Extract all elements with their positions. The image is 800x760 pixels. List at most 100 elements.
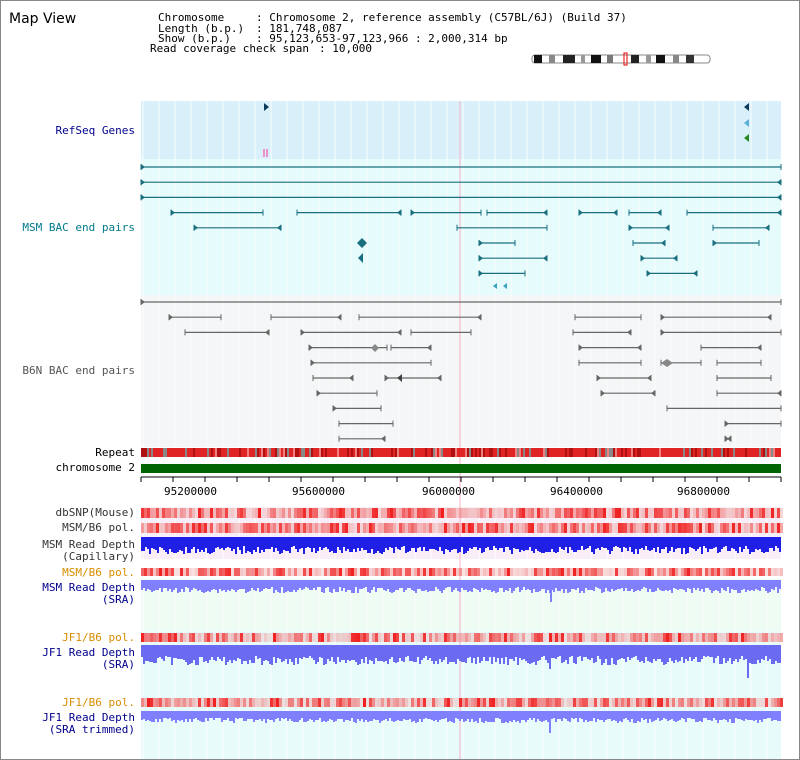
track-label-msm-bac[interactable]: MSM BAC end pairs — [22, 221, 135, 234]
jf1-pol-cell — [558, 633, 561, 642]
msm-depth-capillary-bar — [377, 537, 379, 551]
msm-pol2-cell — [231, 568, 234, 576]
msm-depth-capillary-bar — [511, 537, 513, 554]
msm-pol-cell — [216, 523, 219, 533]
msm-depth-capillary-bar — [231, 537, 233, 551]
b6n-bac-pair-end — [725, 420, 729, 427]
jf1-pol-cell — [669, 633, 672, 642]
msm-depth-capillary-bar — [507, 537, 509, 547]
msm-pol-cell — [330, 523, 333, 533]
msm-pol-cell — [444, 523, 447, 533]
jf1-pol2-cell — [549, 698, 552, 707]
msm-depth-sra-bar — [623, 580, 625, 591]
repeat-segment — [733, 448, 735, 457]
msm-depth-sra-bar — [343, 580, 345, 588]
jf1-pol2-cell — [378, 698, 381, 707]
b6n-bac-marker — [661, 359, 673, 367]
msm-depth-sra-bar — [471, 580, 473, 592]
b6n-bac-pair-end — [601, 390, 605, 397]
jf1-depth-sra-bar — [233, 645, 235, 660]
jf1-depth-trimmed-bar — [695, 711, 697, 722]
repeat-segment — [281, 448, 283, 457]
msm-depth-sra-bar — [425, 580, 427, 590]
jf1-pol-cell — [150, 633, 153, 642]
dbsnp-cell — [378, 508, 381, 518]
track-label-jf1-depth-trimmed[interactable]: JF1 Read Depth (SRA trimmed) — [42, 711, 135, 736]
jf1-depth-trimmed-bar — [523, 711, 525, 720]
jf1-depth-sra-bar — [301, 645, 303, 659]
jf1-depth-trimmed-bar — [363, 711, 365, 722]
axis-tick-label: 96800000 — [677, 485, 730, 498]
jf1-depth-trimmed-bar — [705, 711, 707, 718]
repeat-segment — [231, 448, 233, 457]
track-label-repeat[interactable]: Repeat — [95, 446, 135, 459]
jf1-depth-sra-bar — [411, 645, 413, 661]
track-label-msm-pol[interactable]: MSM/B6 pol. — [62, 521, 135, 534]
jf1-depth-sra-bar — [775, 645, 777, 661]
track-label-dbsnp[interactable]: dbSNP(Mouse) — [55, 506, 135, 519]
jf1-depth-trimmed-bar — [555, 711, 557, 722]
msm-depth-sra-bar — [405, 580, 407, 590]
jf1-pol2-cell — [201, 698, 204, 707]
msm-depth-capillary-bar — [651, 537, 653, 550]
repeat-segment — [609, 448, 611, 457]
jf1-depth-trimmed-bar — [283, 711, 285, 719]
repeat-segment — [695, 448, 697, 457]
msm-depth-sra-bar — [499, 580, 501, 588]
track-label-jf1-pol[interactable]: JF1/B6 pol. — [62, 631, 135, 644]
track-label-b6n-bac[interactable]: B6N BAC end pairs — [22, 364, 135, 377]
jf1-depth-trimmed-bar — [341, 711, 343, 719]
repeat-segment — [159, 448, 161, 457]
msm-depth-capillary-bar — [325, 537, 327, 547]
jf1-depth-sra-bar — [503, 645, 505, 664]
jf1-pol2-cell — [252, 698, 255, 707]
jf1-pol-cell — [630, 633, 633, 642]
jf1-pol-cell — [165, 633, 168, 642]
repeat-segment — [681, 448, 683, 457]
msm-pol2-cell — [228, 568, 231, 576]
msm-pol2-cell — [345, 568, 348, 576]
dbsnp-cell — [216, 508, 219, 518]
msm-depth-capillary-bar — [717, 537, 719, 553]
msm-pol-cell — [708, 523, 711, 533]
jf1-depth-sra-bar — [171, 645, 173, 665]
msm-depth-sra-bar — [753, 580, 755, 591]
dbsnp-cell — [504, 508, 507, 518]
dbsnp-cell — [507, 508, 510, 518]
track-label-jf1-depth-sra[interactable]: JF1 Read Depth (SRA) — [42, 646, 135, 671]
track-label-msm-depth-sra[interactable]: MSM Read Depth (SRA) — [42, 581, 135, 606]
msm-depth-capillary-bar — [759, 537, 761, 549]
msm-depth-capillary-bar — [257, 537, 259, 547]
repeat-segment — [487, 448, 489, 457]
track-label-refseq[interactable]: RefSeq Genes — [55, 124, 135, 137]
jf1-pol2-cell — [150, 698, 153, 707]
jf1-depth-sra-bar — [281, 645, 283, 662]
msm-depth-sra-bar — [451, 580, 453, 592]
msm-pol2-cell — [321, 568, 324, 576]
jf1-pol-cell — [621, 633, 624, 642]
jf1-depth-trimmed-bar — [239, 711, 241, 718]
msm-depth-sra-bar — [515, 580, 517, 588]
track-label-msm-pol-2[interactable]: MSM/B6 pol. — [62, 566, 135, 579]
jf1-depth-sra-bar — [447, 645, 449, 664]
track-label-jf1-pol-2[interactable]: JF1/B6 pol. — [62, 696, 135, 709]
msm-depth-sra-bar — [331, 580, 333, 593]
track-label-msm-depth-capillary[interactable]: MSM Read Depth (Capillary) — [42, 538, 135, 563]
msm-depth-capillary-bar — [505, 537, 507, 547]
jf1-pol2-cell — [468, 698, 471, 707]
jf1-pol2-cell — [681, 698, 684, 707]
jf1-depth-sra-bar — [473, 645, 475, 658]
jf1-depth-sra-bar — [227, 645, 229, 662]
msm-pol2-cell — [588, 568, 591, 576]
jf1-pol2-cell — [606, 698, 609, 707]
msm-pol2-cell — [609, 568, 612, 576]
jf1-depth-trimmed-bar — [325, 711, 327, 722]
msm-depth-sra-bar — [161, 580, 163, 592]
jf1-pol-cell — [567, 633, 570, 642]
msm-pol-cell — [165, 523, 168, 533]
jf1-depth-sra-bar — [725, 645, 727, 663]
dbsnp-cell — [588, 508, 591, 518]
dbsnp-cell — [516, 508, 519, 518]
jf1-depth-trimmed-bar — [615, 711, 617, 721]
